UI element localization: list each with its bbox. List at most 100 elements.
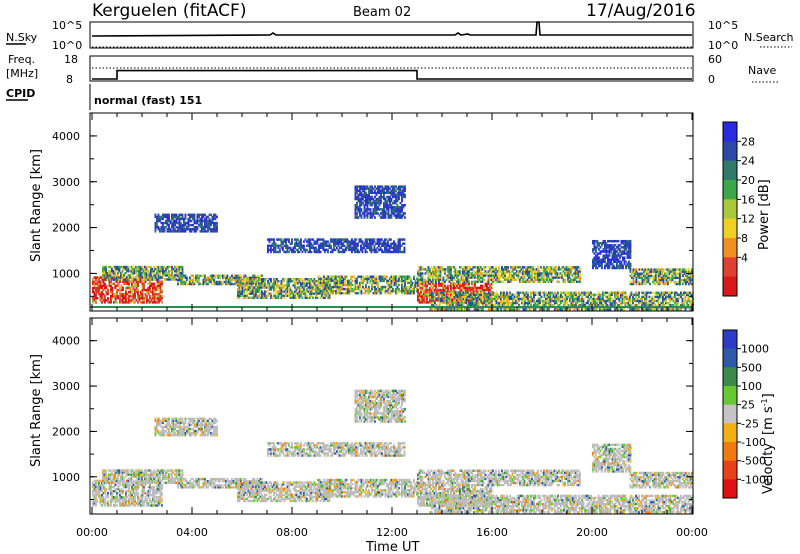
power-cell (354, 287, 357, 291)
power-cell (246, 294, 248, 297)
power-cell (172, 213, 175, 217)
power-cell (258, 276, 260, 280)
power-cell (463, 280, 466, 283)
power-cell (494, 303, 496, 307)
power-cell (444, 268, 446, 271)
power-cell (623, 308, 625, 311)
power-cell (673, 270, 675, 273)
power-cell (356, 187, 358, 190)
power-cell (638, 280, 641, 284)
power-cell (509, 308, 511, 311)
power-cell (180, 228, 182, 231)
power-cell (483, 299, 486, 303)
power-cell (280, 246, 283, 250)
power-cell (674, 268, 677, 271)
power-cell (347, 279, 349, 283)
power-cell (105, 284, 108, 288)
power-cell (503, 299, 505, 303)
power-cell (402, 238, 404, 241)
power-cell (478, 270, 481, 273)
power-cell (105, 269, 107, 273)
power-cell (312, 280, 314, 283)
power-cell (572, 303, 574, 307)
power-cell (244, 282, 247, 286)
power-cell (339, 250, 341, 254)
power-cell (241, 294, 244, 297)
power-cell (663, 299, 666, 303)
power-cell (614, 303, 616, 307)
power-cell (565, 274, 568, 277)
power-cell (142, 269, 145, 273)
power-cell (237, 284, 239, 287)
power-cell (177, 274, 179, 278)
power-cell (321, 283, 324, 287)
power-cell (631, 276, 633, 280)
power-cell (630, 299, 633, 303)
power-cell (390, 283, 393, 287)
power-cell (138, 280, 141, 283)
power-cell (552, 268, 554, 271)
power-cell (538, 278, 541, 281)
power-cell (423, 290, 425, 294)
power-cell (609, 308, 612, 311)
power-cell (680, 293, 682, 297)
power-cell (374, 277, 376, 281)
power-cell (632, 280, 635, 284)
power-cell (369, 279, 372, 283)
power-cell (631, 272, 633, 275)
power-cell (318, 283, 321, 287)
power-cell (357, 210, 360, 213)
power-cell (673, 268, 675, 271)
power-cell (524, 301, 526, 305)
power-cell (429, 280, 431, 283)
power-cell (656, 268, 659, 271)
power-cell (140, 280, 142, 283)
power-cell (147, 278, 149, 281)
power-cell (537, 297, 540, 301)
power-cell (346, 240, 349, 243)
power-cell (318, 248, 320, 252)
power-cell (340, 246, 343, 250)
power-cell (225, 276, 227, 280)
power-cell (450, 278, 452, 281)
freq-series (92, 69, 692, 80)
power-cell (543, 268, 545, 271)
power-cell (107, 288, 109, 292)
power-cell (384, 248, 386, 252)
power-cell (178, 213, 181, 217)
power-cell (551, 303, 553, 307)
power-cell (123, 280, 126, 283)
power-cell (330, 289, 333, 293)
power-cell (344, 291, 346, 295)
power-cell (513, 268, 515, 271)
power-cell (435, 290, 437, 294)
power-cell (440, 291, 442, 294)
power-cell (385, 238, 388, 241)
power-cell (189, 228, 191, 231)
power-cell (436, 272, 439, 275)
power-cell (289, 294, 292, 297)
power-cell (486, 303, 489, 307)
power-cell (159, 228, 161, 231)
power-cell (329, 281, 331, 285)
power-cell (534, 276, 536, 279)
power-cell (342, 291, 345, 295)
power-cell (359, 191, 361, 195)
power-cell (662, 270, 665, 273)
power-cell (310, 290, 313, 293)
power-cell (112, 272, 115, 275)
power-cell (365, 277, 367, 281)
power-cell (651, 301, 654, 305)
power-cell (228, 276, 230, 280)
power-cell (445, 286, 448, 290)
power-cell (255, 294, 257, 297)
power-cell (132, 292, 135, 296)
power-cell (277, 294, 280, 297)
power-cell (177, 221, 179, 225)
power-cell (463, 268, 466, 271)
power-cell (279, 238, 281, 241)
power-cell (216, 215, 218, 219)
power-cell (383, 285, 385, 289)
power-cell (138, 278, 140, 281)
power-cell (519, 297, 522, 301)
